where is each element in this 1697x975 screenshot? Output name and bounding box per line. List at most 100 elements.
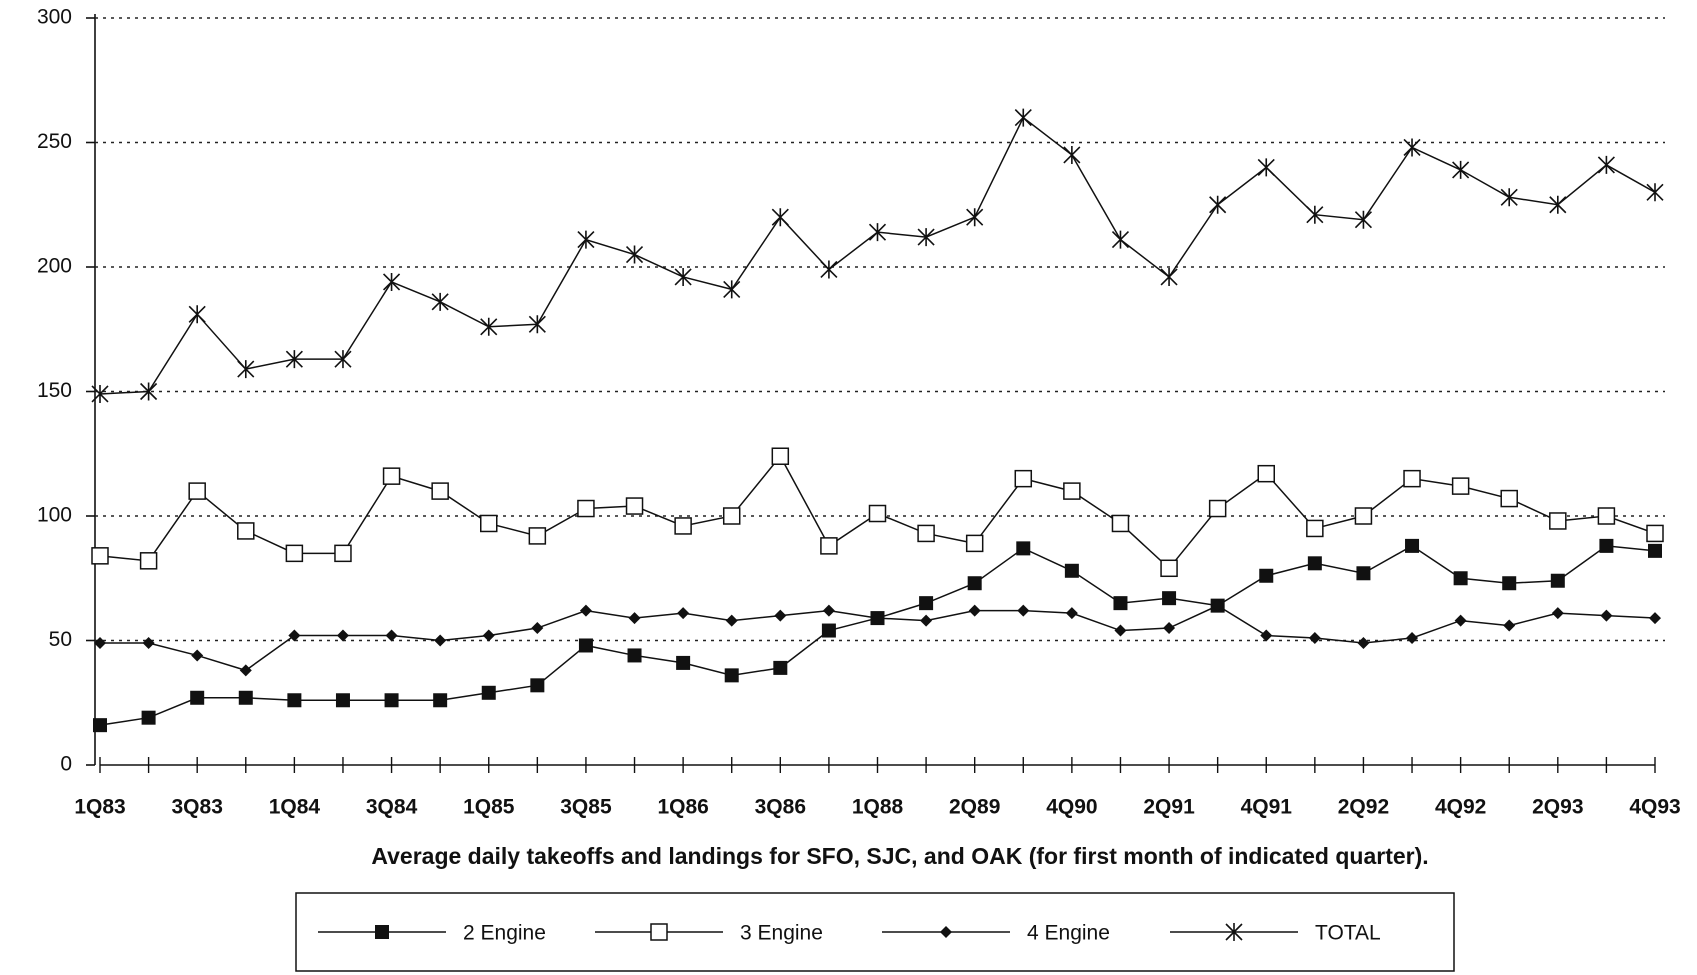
data-point	[919, 596, 934, 611]
data-point	[1260, 629, 1273, 642]
data-point	[93, 718, 107, 733]
data-point	[190, 690, 205, 705]
data-point	[725, 614, 738, 627]
data-point	[1208, 499, 1227, 518]
data-point	[1063, 145, 1081, 164]
x-tick-label: 3Q84	[366, 796, 418, 819]
data-point	[1014, 469, 1033, 488]
data-point	[771, 447, 790, 465]
data-point	[1209, 195, 1227, 214]
data-point	[1257, 464, 1275, 483]
data-point	[1111, 230, 1130, 249]
data-point	[334, 544, 352, 563]
x-tick-label: 4Q93	[1629, 796, 1680, 819]
data-point	[1549, 512, 1567, 530]
data-point	[968, 604, 981, 617]
data-point	[868, 223, 887, 242]
y-tick-label: 150	[37, 379, 72, 402]
data-point	[677, 607, 690, 620]
data-point	[287, 693, 302, 708]
data-point	[431, 292, 449, 311]
data-point	[1646, 183, 1664, 202]
data-point	[528, 315, 546, 334]
x-tick-label: 1Q83	[74, 796, 125, 819]
data-point	[577, 499, 595, 518]
data-point	[771, 208, 789, 227]
data-point	[91, 547, 109, 565]
data-point	[1257, 158, 1275, 177]
legend-label: 3 Engine	[740, 922, 823, 945]
data-point	[917, 524, 935, 543]
data-point	[288, 629, 301, 642]
data-point	[625, 245, 644, 264]
data-point	[239, 664, 252, 677]
data-point	[627, 648, 642, 663]
data-point	[1403, 469, 1421, 488]
data-point	[577, 230, 595, 249]
data-point	[967, 576, 982, 591]
data-point	[1646, 524, 1664, 543]
x-tick-label: 2Q89	[949, 796, 1000, 819]
x-tick-label: 4Q90	[1046, 796, 1097, 819]
x-tick-label: 2Q92	[1338, 796, 1389, 819]
x-axis-label: Average daily takeoffs and landings for …	[371, 843, 1428, 869]
y-tick-label: 50	[49, 628, 72, 651]
data-point	[482, 629, 495, 642]
data-point	[1357, 636, 1370, 649]
data-point	[188, 482, 206, 500]
data-point	[917, 228, 935, 247]
data-point	[142, 636, 155, 649]
data-point	[1451, 477, 1470, 495]
data-point	[1065, 607, 1078, 620]
x-tick-label: 1Q88	[852, 796, 904, 819]
x-tick-label: 3Q85	[560, 796, 612, 819]
data-point	[820, 260, 838, 279]
y-tick-label: 0	[60, 753, 72, 776]
data-point	[431, 482, 449, 500]
data-point	[237, 522, 255, 540]
data-point	[822, 604, 835, 617]
x-tick-label: 4Q92	[1435, 796, 1486, 819]
data-point	[1014, 108, 1032, 127]
data-point	[674, 267, 692, 286]
data-point	[480, 514, 498, 533]
legend-marker	[375, 925, 389, 939]
data-point	[1162, 591, 1177, 606]
data-point	[966, 208, 984, 227]
data-point	[1354, 210, 1373, 229]
data-point	[1211, 599, 1224, 612]
data-point	[1111, 514, 1130, 533]
data-point	[1503, 619, 1516, 632]
legend-label: 4 Engine	[1027, 922, 1110, 945]
legend-marker	[940, 926, 952, 938]
data-point	[965, 534, 984, 553]
legend-label: 2 Engine	[463, 922, 546, 945]
data-point	[1064, 563, 1079, 578]
data-point	[920, 614, 933, 627]
data-point	[238, 690, 253, 705]
data-point	[674, 517, 692, 535]
data-point	[139, 552, 158, 570]
data-point	[774, 609, 787, 622]
data-point	[821, 623, 836, 638]
data-point	[335, 693, 350, 708]
data-point	[1500, 489, 1518, 508]
data-point	[285, 544, 304, 563]
data-point	[871, 612, 884, 625]
data-point	[1500, 188, 1518, 207]
data-point	[1454, 614, 1467, 627]
data-point	[191, 649, 204, 662]
x-tick-label: 4Q91	[1241, 796, 1293, 819]
data-point	[481, 685, 496, 700]
data-point	[1406, 632, 1419, 645]
data-point	[1405, 538, 1420, 553]
data-point	[433, 693, 448, 708]
data-point	[1163, 622, 1176, 635]
data-point	[1452, 160, 1470, 179]
data-point	[628, 612, 641, 625]
data-point	[1306, 519, 1324, 538]
data-point	[1160, 267, 1178, 286]
data-point	[1649, 612, 1661, 625]
